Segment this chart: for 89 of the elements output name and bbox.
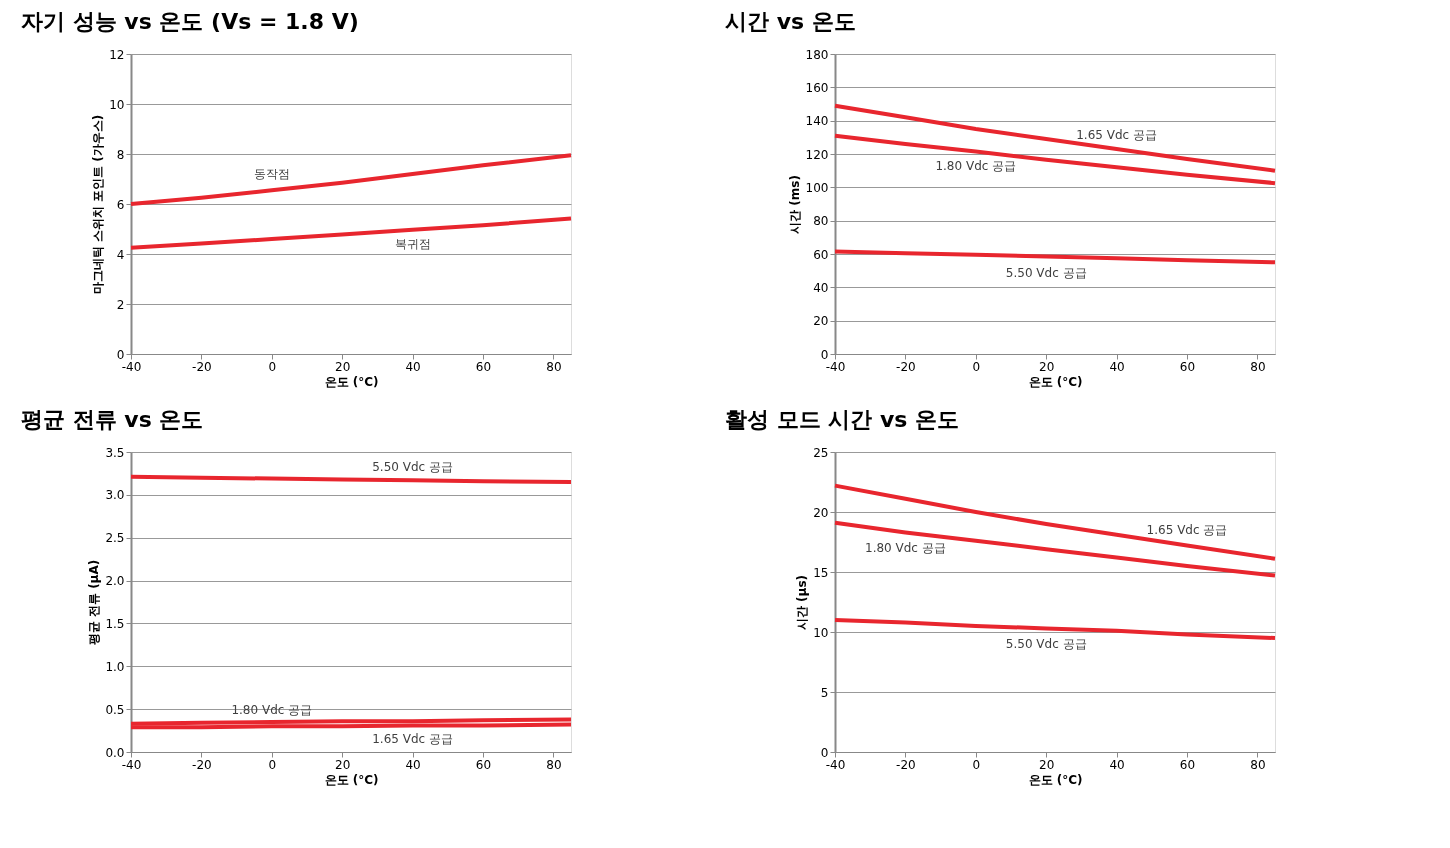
- y-axis-title: 평균 전류 (µA): [87, 559, 102, 646]
- x-tick-label: 0: [268, 359, 277, 374]
- series-label: 1.80 Vdc 공급: [935, 158, 1017, 173]
- x-tick-label: 60: [475, 757, 492, 772]
- series-label: 1.80 Vdc 공급: [231, 703, 313, 717]
- x-tick-label: 80: [1250, 359, 1266, 374]
- y-tick-label: 0: [820, 347, 829, 362]
- x-tick-label: 20: [335, 359, 351, 374]
- chart-title: 시간 vs 온도: [725, 9, 856, 34]
- x-tick-label: -20: [192, 359, 212, 374]
- series-label: 1.80 Vdc 공급: [865, 541, 946, 556]
- y-tick-label: 0: [820, 745, 829, 760]
- y-tick-label: 10: [109, 97, 125, 112]
- y-tick-label: 3.5: [105, 445, 125, 460]
- y-tick-label: 180: [805, 47, 829, 62]
- y-tick-label: 4: [116, 247, 125, 262]
- y-tick-label: 100: [805, 180, 829, 195]
- x-tick-label: 40: [1109, 359, 1125, 374]
- chart-title: 활성 모드 시간 vs 온도: [725, 407, 960, 432]
- x-axis-title: 온도 (°C): [324, 772, 379, 787]
- x-tick-label: 0: [972, 359, 981, 374]
- x-tick-label: 80: [546, 359, 562, 374]
- y-tick-label: 10: [813, 625, 829, 640]
- x-tick-label: 60: [1179, 359, 1196, 374]
- y-axis-title: 마그네틱 스위치 포인트 (가우스): [91, 114, 106, 295]
- y-tick-label: 8: [116, 147, 125, 162]
- x-tick-label: 20: [1039, 359, 1055, 374]
- line-series: [833, 483, 1277, 561]
- y-axis-title: 시간 (µs): [795, 574, 810, 631]
- x-tick-label: -20: [896, 359, 916, 374]
- x-tick-label: 0: [268, 757, 277, 772]
- line-series: [833, 618, 1277, 640]
- x-tick-label: -20: [192, 757, 212, 772]
- x-tick-label: 0: [972, 757, 981, 772]
- y-tick-label: 5: [820, 685, 829, 700]
- y-tick-label: 25: [813, 445, 829, 460]
- y-axis-title: 시간 (ms): [787, 175, 802, 234]
- x-tick-label: 80: [546, 757, 562, 772]
- x-axis-title: 온도 (°C): [1028, 772, 1083, 787]
- line-series: [129, 216, 573, 250]
- y-tick-label: 0.0: [105, 745, 125, 760]
- x-tick-label: -40: [825, 359, 846, 374]
- line-series: [833, 249, 1277, 265]
- x-tick-label: 60: [475, 359, 492, 374]
- y-tick-label: 60: [813, 247, 829, 262]
- x-tick-label: 20: [335, 757, 351, 772]
- series-label: 1.65 Vdc 공급: [372, 732, 453, 747]
- y-tick-label: 2: [116, 297, 125, 312]
- y-tick-label: 3.0: [105, 488, 125, 503]
- x-tick-label: 60: [1179, 757, 1196, 772]
- x-axis-title: 온도 (°C): [324, 374, 379, 389]
- y-tick-label: 1.0: [105, 659, 125, 674]
- series-label: 1.65 Vdc 공급: [1076, 128, 1157, 142]
- y-tick-label: 40: [813, 280, 829, 295]
- series-label: 동작점: [253, 167, 290, 182]
- x-axis-title: 온도 (°C): [1028, 374, 1083, 389]
- y-tick-label: 0.5: [105, 702, 125, 717]
- x-tick-label: 40: [405, 757, 421, 772]
- series-label: 1.65 Vdc 공급: [1146, 522, 1228, 537]
- series-label: 5.50 Vdc 공급: [1005, 265, 1087, 280]
- line-series: [833, 103, 1277, 173]
- y-tick-label: 120: [805, 147, 829, 162]
- x-tick-label: -20: [896, 757, 916, 772]
- chart-title: 평균 전류 vs 온도: [21, 407, 204, 432]
- line-series: [833, 520, 1277, 578]
- line-series: [129, 153, 573, 206]
- y-tick-label: 140: [805, 114, 829, 129]
- y-tick-label: 2.5: [105, 531, 125, 546]
- y-tick-label: 12: [109, 47, 125, 62]
- y-tick-label: 80: [813, 214, 829, 229]
- x-tick-label: -40: [121, 757, 142, 772]
- series-label: 5.50 Vdc 공급: [1005, 637, 1087, 652]
- x-tick-label: -40: [121, 359, 142, 374]
- x-tick-label: 20: [1039, 757, 1055, 772]
- x-tick-label: 40: [1109, 757, 1125, 772]
- y-tick-label: 20: [813, 505, 829, 520]
- x-tick-label: 80: [1250, 757, 1266, 772]
- y-tick-label: 15: [813, 565, 829, 580]
- y-tick-label: 20: [813, 314, 829, 329]
- y-tick-label: 2.0: [105, 574, 125, 589]
- series-label: 5.50 Vdc 공급: [372, 460, 453, 475]
- x-tick-label: 40: [405, 359, 421, 374]
- y-tick-label: 0: [116, 347, 125, 362]
- y-tick-label: 1.5: [105, 616, 125, 631]
- x-tick-label: -40: [825, 757, 846, 772]
- y-tick-label: 6: [116, 197, 125, 212]
- y-tick-label: 160: [805, 80, 829, 95]
- series-label: 복귀점: [394, 236, 431, 251]
- chart-title: 자기 성능 vs 온도 (Vs = 1.8 V): [21, 9, 359, 34]
